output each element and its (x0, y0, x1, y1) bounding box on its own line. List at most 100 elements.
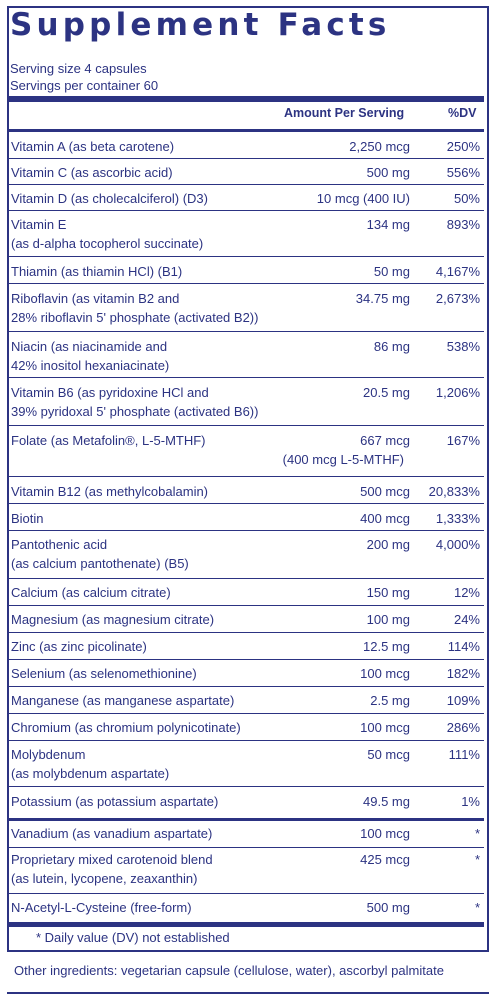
nutrient-amount: 400 mcg (360, 511, 410, 526)
thick-divider-bottom (8, 922, 484, 927)
nutrient-dv: 111% (448, 747, 480, 762)
nutrient-amount: 200 mg (366, 537, 410, 552)
nutrient-amount: 100 mcg (360, 826, 410, 841)
nutrient-dv: 4,167% (435, 264, 480, 279)
nutrient-dv: 538% (446, 339, 480, 354)
next-panel-edge (7, 992, 489, 1002)
nutrient-name: Vitamin D (as cholecalciferol) (D3) (11, 191, 208, 206)
nutrient-name: Chromium (as chromium polynicotinate) (11, 720, 241, 735)
nutrient-amount: 500 mcg (360, 484, 410, 499)
nutrient-source: (as molybdenum aspartate) (11, 766, 170, 781)
nutrient-name: Vitamin C (as ascorbic acid) (11, 165, 173, 180)
nutrient-dv: * (474, 900, 480, 915)
row-divider (8, 331, 484, 332)
nutrient-name: N-Acetyl-L-Cysteine (free-form) (11, 900, 192, 915)
footnote: * Daily value (DV) not established (36, 930, 230, 945)
nutrient-amount: 100 mg (366, 612, 410, 627)
nutrient-dv: 50% (453, 191, 480, 206)
row-divider (8, 256, 484, 257)
nutrient-amount: 100 mcg (360, 666, 410, 681)
nutrient-source: 42% inositol hexaniacinate) (11, 358, 170, 373)
row-divider (8, 158, 484, 159)
nutrient-name: Pantothenic acid (11, 537, 108, 552)
nutrient-dv: 1,333% (435, 511, 480, 526)
nutrient-amount: 150 mg (366, 585, 410, 600)
nutrient-dv: 20,833% (428, 484, 480, 499)
nutrient-amount: 425 mcg (360, 852, 410, 867)
row-divider (8, 847, 484, 848)
serving-size: Serving size 4 capsules (10, 61, 147, 76)
nutrient-source: 39% pyridoxal 5' phosphate (activated B6… (11, 404, 259, 419)
nutrient-dv: 114% (447, 639, 480, 654)
nutrient-source: (as d-alpha tocopherol succinate) (11, 236, 204, 251)
amount-header: Amount Per Serving (284, 106, 405, 120)
nutrient-dv: 1,206% (435, 385, 480, 400)
nutrient-name: Niacin (as niacinamide and (11, 339, 168, 354)
nutrient-amount-detail: (400 mcg L-5-MTHF) (282, 452, 404, 467)
nutrient-amount: 20.5 mg (363, 385, 410, 400)
row-divider (8, 184, 484, 185)
nutrient-dv: 2,673% (435, 291, 480, 306)
nutrient-name: Selenium (as selenomethionine) (11, 666, 197, 681)
nutrient-name: Riboflavin (as vitamin B2 and (11, 291, 180, 306)
nutrient-name: Vitamin E (11, 217, 67, 232)
row-divider (8, 377, 484, 378)
row-divider (8, 893, 484, 894)
nutrient-name: Molybdenum (11, 747, 86, 762)
nutrient-name: Zinc (as zinc picolinate) (11, 639, 147, 654)
nutrient-name: Thiamin (as thiamin HCl) (B1) (11, 264, 183, 279)
other-ingredients: Other ingredients: vegetarian capsule (c… (14, 963, 444, 978)
nutrient-name: Vitamin B6 (as pyridoxine HCl and (11, 385, 209, 400)
row-divider (8, 632, 484, 633)
row-divider (8, 713, 484, 714)
row-divider (8, 530, 484, 531)
nutrient-dv: 556% (446, 165, 480, 180)
servings-per-container: Servings per container 60 (10, 78, 159, 93)
nutrient-amount: 100 mcg (360, 720, 410, 735)
nutrient-amount: 2.5 mg (370, 693, 410, 708)
nutrient-source: 28% riboflavin 5' phosphate (activated B… (11, 310, 259, 325)
nutrient-name: Vanadium (as vanadium aspartate) (11, 826, 213, 841)
nutrient-dv: 250% (446, 139, 480, 154)
nutrient-name: Manganese (as manganese aspartate) (11, 693, 235, 708)
nutrient-dv: * (474, 826, 480, 841)
row-divider (8, 686, 484, 687)
nutrient-dv: 1% (461, 794, 480, 809)
nutrient-dv: * (474, 852, 480, 867)
nutrient-name: Proprietary mixed carotenoid blend (11, 852, 213, 867)
nutrient-dv: 24% (453, 612, 480, 627)
nutrient-dv: 12% (453, 585, 480, 600)
nutrient-source: (as calcium pantothenate) (B5) (11, 556, 189, 571)
row-divider (8, 503, 484, 504)
row-divider (8, 476, 484, 477)
row-divider (8, 786, 484, 787)
nutrient-name: Biotin (11, 511, 44, 526)
row-divider (8, 210, 484, 211)
nutrient-amount: 667 mcg (360, 433, 410, 448)
nutrient-name: Calcium (as calcium citrate) (11, 585, 171, 600)
row-divider (8, 283, 484, 284)
nutrient-amount: 50 mcg (367, 747, 410, 762)
nutrient-amount: 49.5 mg (363, 794, 410, 809)
dv-header: %DV (448, 106, 477, 120)
nutrient-name: Folate (as Metafolin®, L-5-MTHF) (11, 433, 206, 448)
nutrient-dv: 109% (446, 693, 480, 708)
row-divider (8, 578, 484, 579)
nutrient-amount: 2,250 mcg (349, 139, 410, 154)
nutrient-name: Vitamin B12 (as methylcobalamin) (11, 484, 209, 499)
nutrient-name: Vitamin A (as beta carotene) (11, 139, 175, 154)
nutrient-name: Magnesium (as magnesium citrate) (11, 612, 215, 627)
nutrient-dv: 167% (446, 433, 480, 448)
nutrient-dv: 893% (446, 217, 480, 232)
panel-title: Supplement Facts (10, 7, 391, 43)
nutrient-dv: 182% (446, 666, 480, 681)
nutrient-amount: 500 mg (366, 900, 410, 915)
nutrient-amount: 50 mg (373, 264, 410, 279)
row-divider (8, 659, 484, 660)
row-divider (8, 425, 484, 426)
nutrient-name: Potassium (as potassium aspartate) (11, 794, 219, 809)
thick-divider-top (8, 96, 484, 102)
nutrient-dv: 4,000% (435, 537, 480, 552)
thick-divider-dv (8, 818, 484, 821)
nutrient-source: (as lutein, lycopene, zeaxanthin) (11, 871, 198, 886)
